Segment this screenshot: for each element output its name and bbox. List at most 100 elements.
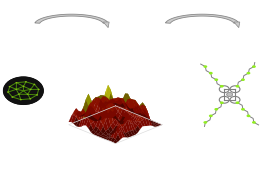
Polygon shape bbox=[118, 118, 123, 123]
Polygon shape bbox=[150, 119, 155, 127]
Polygon shape bbox=[111, 102, 116, 105]
Polygon shape bbox=[116, 105, 120, 107]
Polygon shape bbox=[108, 102, 113, 109]
Circle shape bbox=[246, 115, 250, 117]
Polygon shape bbox=[96, 97, 101, 105]
Polygon shape bbox=[84, 99, 89, 113]
Polygon shape bbox=[125, 120, 130, 132]
Polygon shape bbox=[123, 112, 128, 123]
Polygon shape bbox=[101, 98, 106, 114]
Polygon shape bbox=[138, 122, 142, 129]
Polygon shape bbox=[130, 117, 135, 124]
Polygon shape bbox=[140, 108, 145, 117]
Polygon shape bbox=[98, 121, 103, 131]
Polygon shape bbox=[113, 99, 118, 120]
Polygon shape bbox=[76, 108, 81, 112]
Circle shape bbox=[4, 77, 43, 104]
Polygon shape bbox=[113, 119, 118, 126]
Polygon shape bbox=[128, 112, 133, 116]
Circle shape bbox=[15, 89, 17, 90]
Polygon shape bbox=[130, 111, 135, 114]
Polygon shape bbox=[81, 103, 86, 120]
Polygon shape bbox=[93, 116, 98, 121]
Polygon shape bbox=[133, 108, 138, 112]
Polygon shape bbox=[76, 111, 81, 120]
Polygon shape bbox=[150, 120, 155, 123]
Polygon shape bbox=[103, 106, 108, 117]
Polygon shape bbox=[123, 94, 128, 103]
Polygon shape bbox=[116, 134, 120, 142]
Polygon shape bbox=[96, 120, 101, 121]
Polygon shape bbox=[120, 98, 125, 103]
Polygon shape bbox=[116, 106, 120, 111]
Polygon shape bbox=[118, 120, 123, 124]
Polygon shape bbox=[116, 103, 120, 107]
Polygon shape bbox=[106, 85, 111, 104]
Polygon shape bbox=[125, 103, 130, 110]
Polygon shape bbox=[96, 98, 101, 104]
Polygon shape bbox=[123, 117, 128, 123]
Polygon shape bbox=[147, 118, 152, 122]
Polygon shape bbox=[86, 116, 91, 119]
Polygon shape bbox=[103, 96, 108, 99]
Polygon shape bbox=[147, 116, 152, 126]
Polygon shape bbox=[108, 99, 113, 104]
Polygon shape bbox=[111, 94, 116, 113]
Polygon shape bbox=[130, 99, 135, 108]
Polygon shape bbox=[111, 90, 116, 112]
Polygon shape bbox=[130, 116, 135, 121]
Polygon shape bbox=[125, 112, 130, 122]
Polygon shape bbox=[133, 107, 138, 114]
Polygon shape bbox=[113, 126, 118, 132]
Polygon shape bbox=[106, 99, 111, 104]
Circle shape bbox=[36, 94, 38, 96]
Polygon shape bbox=[123, 111, 128, 117]
Polygon shape bbox=[93, 97, 98, 102]
Polygon shape bbox=[135, 103, 140, 107]
Polygon shape bbox=[123, 98, 128, 107]
Polygon shape bbox=[103, 102, 108, 108]
Polygon shape bbox=[150, 119, 155, 125]
Polygon shape bbox=[101, 99, 106, 111]
Polygon shape bbox=[140, 103, 145, 109]
Polygon shape bbox=[106, 134, 111, 136]
Polygon shape bbox=[113, 98, 118, 101]
Polygon shape bbox=[108, 114, 113, 118]
Polygon shape bbox=[101, 111, 106, 119]
Polygon shape bbox=[86, 94, 91, 106]
Polygon shape bbox=[147, 111, 152, 123]
Polygon shape bbox=[125, 105, 130, 113]
Polygon shape bbox=[108, 94, 113, 114]
Polygon shape bbox=[130, 122, 135, 131]
Polygon shape bbox=[128, 113, 133, 124]
Polygon shape bbox=[120, 131, 125, 137]
Polygon shape bbox=[123, 103, 128, 108]
Polygon shape bbox=[96, 104, 101, 112]
Polygon shape bbox=[111, 132, 116, 135]
Polygon shape bbox=[108, 137, 113, 141]
Polygon shape bbox=[152, 122, 157, 123]
Polygon shape bbox=[84, 113, 89, 118]
Polygon shape bbox=[145, 111, 150, 120]
Polygon shape bbox=[123, 112, 128, 114]
Polygon shape bbox=[140, 107, 145, 115]
Polygon shape bbox=[96, 129, 101, 134]
Circle shape bbox=[30, 89, 32, 90]
Polygon shape bbox=[133, 116, 138, 121]
Polygon shape bbox=[101, 104, 106, 112]
Circle shape bbox=[209, 72, 213, 74]
Polygon shape bbox=[118, 118, 123, 128]
Circle shape bbox=[220, 85, 224, 88]
Polygon shape bbox=[234, 22, 240, 28]
Polygon shape bbox=[135, 116, 140, 121]
Polygon shape bbox=[106, 114, 111, 118]
Polygon shape bbox=[118, 131, 123, 139]
Polygon shape bbox=[101, 92, 106, 110]
Polygon shape bbox=[81, 109, 86, 116]
Polygon shape bbox=[130, 131, 135, 136]
Polygon shape bbox=[135, 106, 140, 113]
Polygon shape bbox=[96, 112, 101, 119]
Polygon shape bbox=[103, 92, 108, 105]
Polygon shape bbox=[125, 104, 130, 111]
Polygon shape bbox=[98, 95, 103, 99]
